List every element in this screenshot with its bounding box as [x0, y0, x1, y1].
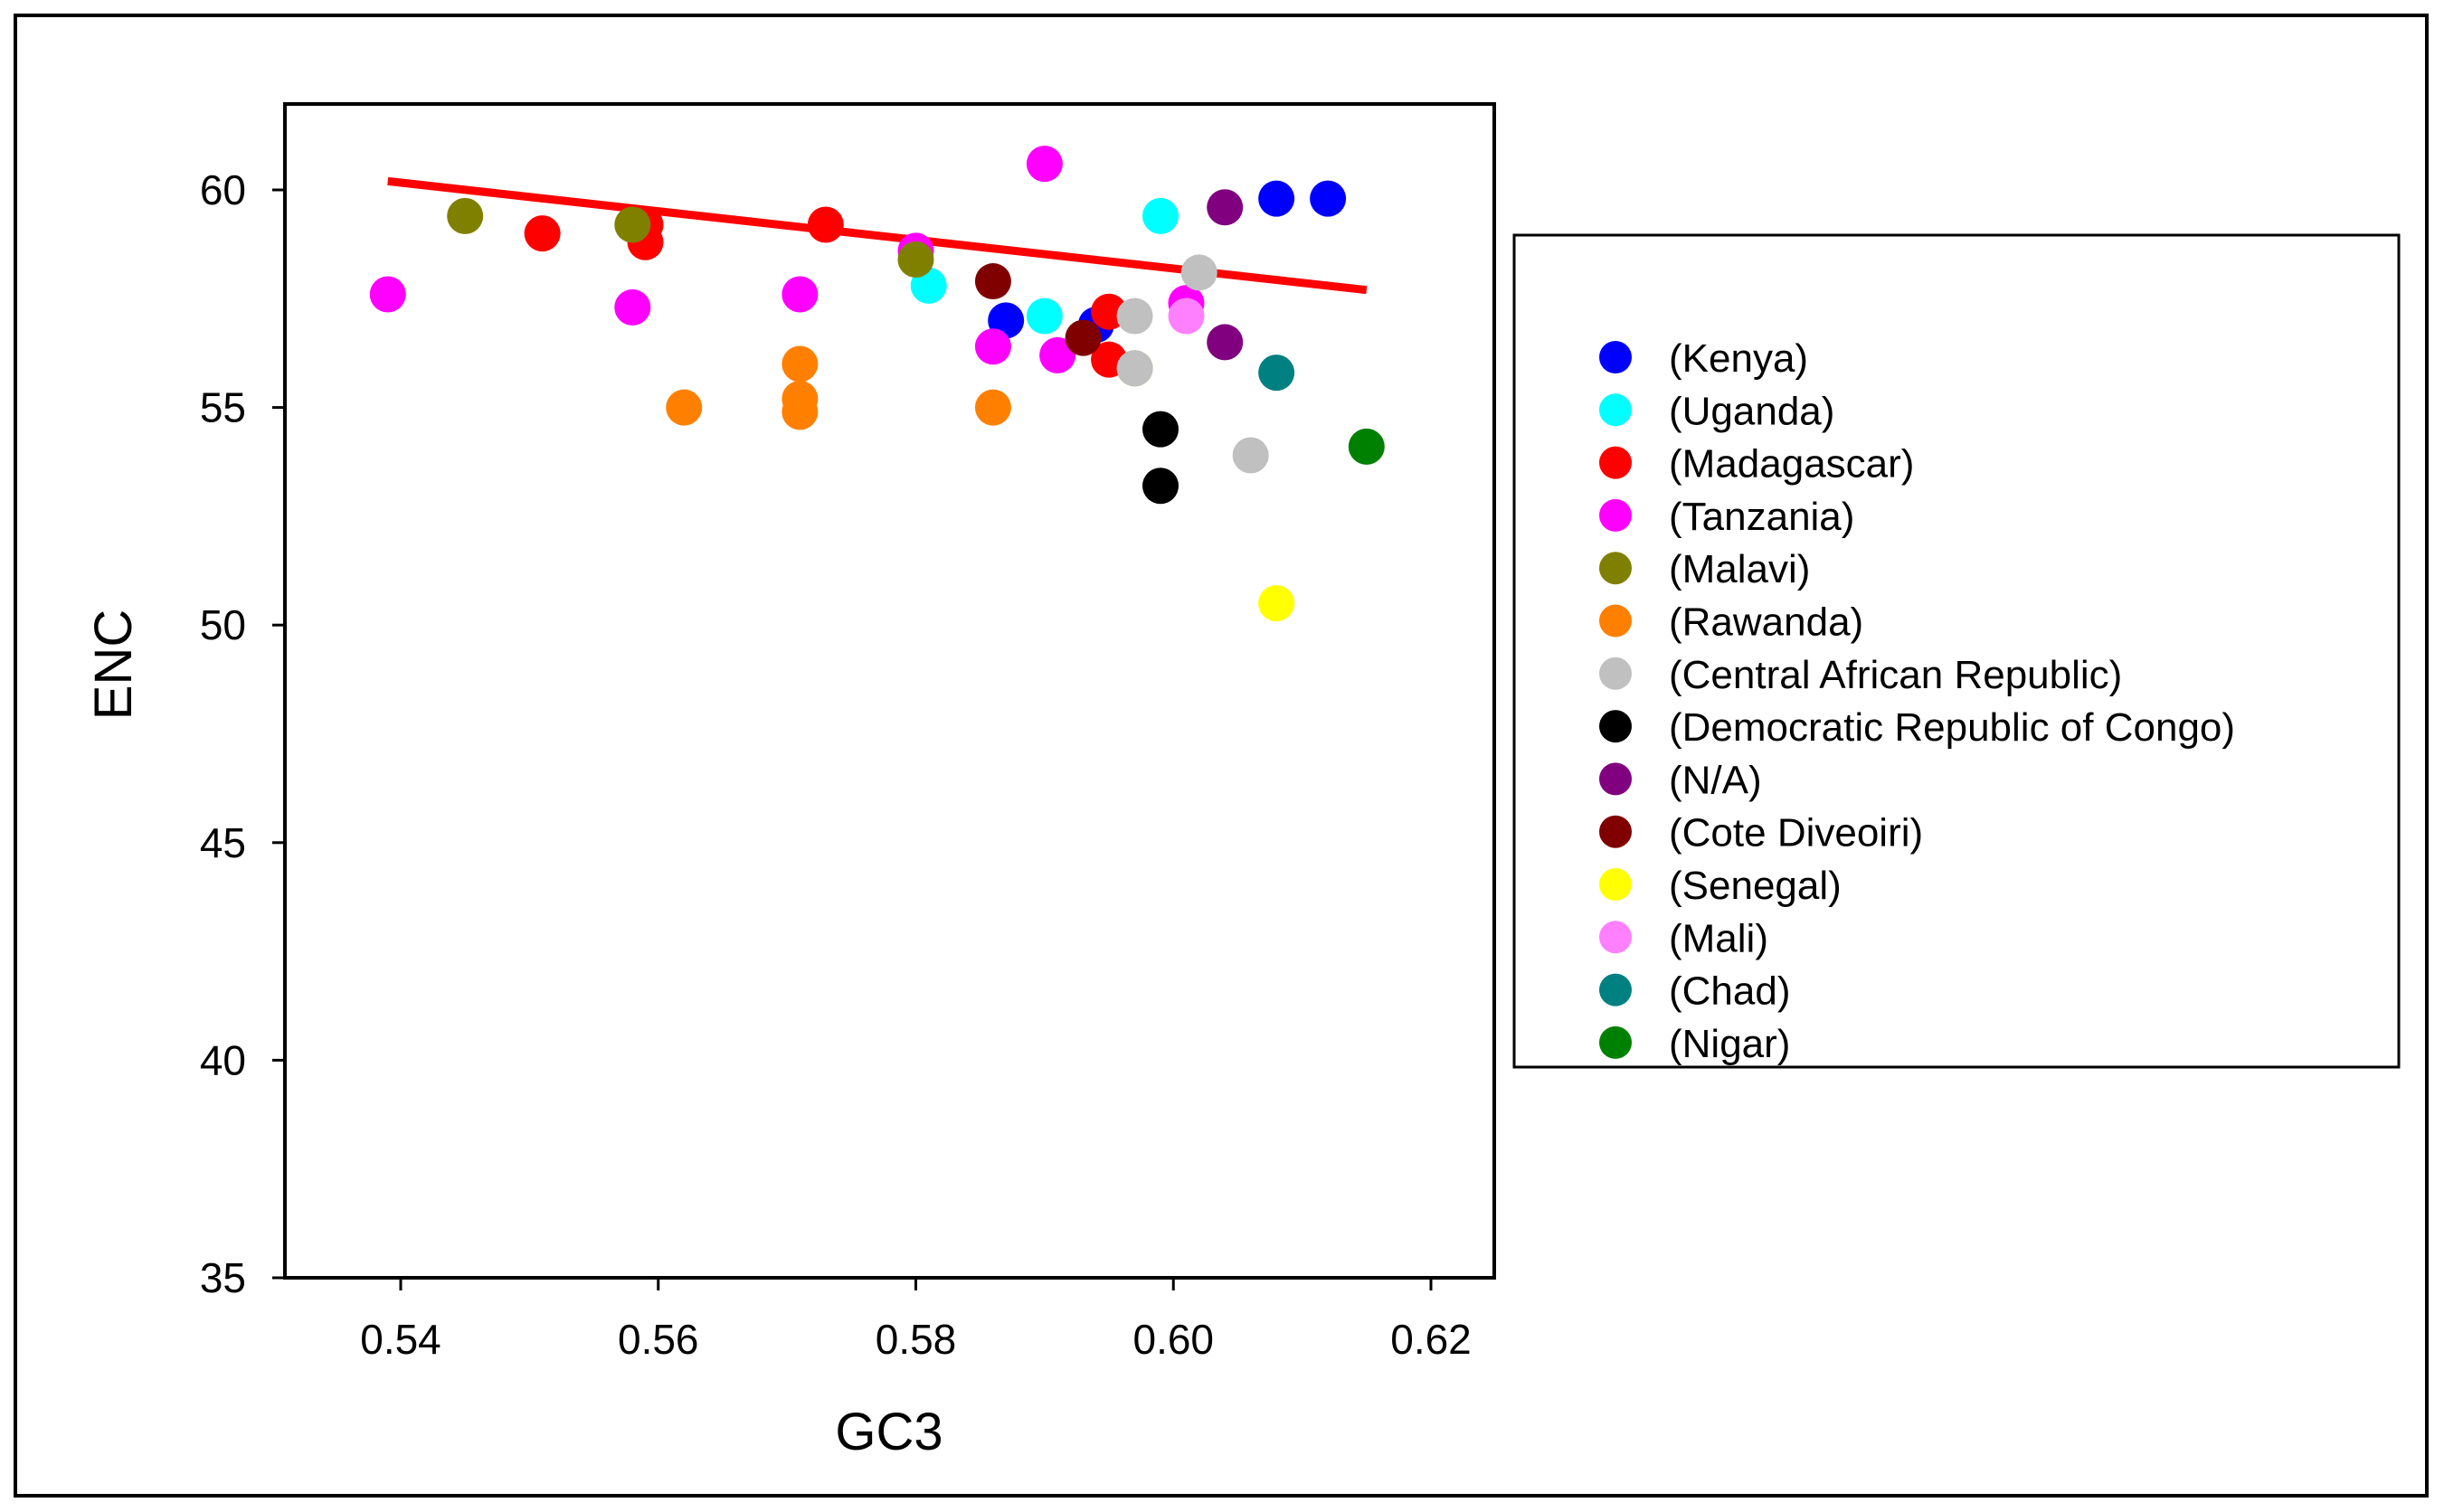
legend-label: (Nigar)	[1669, 1022, 1790, 1066]
legend-label: (Mali)	[1669, 916, 1768, 960]
legend-marker	[1599, 341, 1632, 373]
data-point	[1207, 189, 1244, 226]
legend-marker	[1599, 710, 1632, 743]
legend-marker	[1599, 868, 1632, 901]
data-point	[614, 288, 651, 326]
legend-marker	[1599, 921, 1632, 954]
plot-area	[283, 102, 1496, 1280]
legend-label: (Madagascar)	[1669, 442, 1914, 487]
data-point	[782, 276, 819, 313]
x-tick-label: 0.54	[360, 1316, 441, 1363]
data-point	[1207, 324, 1244, 361]
data-point	[1258, 354, 1295, 392]
y-tick-label: 60	[200, 166, 246, 213]
y-tick-label: 50	[200, 601, 246, 648]
data-point	[447, 197, 484, 234]
legend-marker	[1599, 446, 1632, 479]
legend-label: (Central African Republic)	[1669, 653, 2122, 697]
data-point	[1258, 585, 1295, 622]
data-point	[974, 389, 1011, 426]
data-point	[666, 389, 703, 426]
legend-label: (Uganda)	[1669, 389, 1834, 433]
data-point	[1348, 428, 1385, 465]
data-point	[524, 215, 561, 252]
data-point	[1232, 437, 1269, 474]
legend: (Kenya) (Uganda) (Madagascar) (Tanzania) (Ma…	[1599, 336, 2235, 1066]
legend-label: (N/A)	[1669, 758, 1762, 802]
data-point	[1026, 146, 1063, 183]
legend-marker	[1599, 762, 1632, 796]
data-point	[974, 328, 1011, 365]
legend-label: (Chad)	[1669, 969, 1791, 1014]
data-point	[807, 206, 844, 243]
data-point	[1180, 254, 1217, 291]
x-tick-label: 0.56	[618, 1316, 699, 1363]
data-point	[1026, 298, 1063, 335]
legend-marker	[1599, 815, 1632, 848]
x-axis-label: GC3	[835, 1403, 943, 1461]
legend-label: (Malavi)	[1669, 547, 1810, 591]
y-axis-label: ENC	[84, 610, 143, 720]
legend-marker	[1599, 552, 1632, 585]
data-point	[1065, 319, 1102, 356]
data-point	[1142, 197, 1179, 234]
data-point	[369, 276, 406, 313]
data-point	[1142, 411, 1179, 448]
legend-marker	[1599, 604, 1632, 638]
x-tick-label: 0.62	[1390, 1316, 1472, 1363]
data-point	[1168, 298, 1205, 335]
legend-label: (Democratic Republic of Congo)	[1669, 705, 2235, 750]
legend-label: (Senegal)	[1669, 864, 1842, 908]
data-point	[782, 393, 819, 430]
y-tick-label: 35	[200, 1254, 246, 1301]
legend-label: (Kenya)	[1669, 336, 1808, 381]
data-point	[1142, 468, 1179, 505]
data-point	[974, 263, 1011, 300]
x-tick-label: 0.58	[876, 1316, 957, 1363]
data-point	[1258, 180, 1295, 217]
data-point	[1116, 350, 1153, 387]
data-point	[1039, 336, 1076, 373]
data-point	[1310, 180, 1347, 217]
y-tick-label: 55	[200, 384, 246, 431]
legend-marker	[1599, 498, 1632, 532]
legend-label: (Tanzania)	[1669, 495, 1854, 539]
legend-marker	[1599, 973, 1632, 1006]
legend-marker	[1599, 657, 1632, 690]
y-tick-label: 45	[200, 819, 246, 866]
x-tick-label: 0.60	[1132, 1316, 1214, 1363]
data-point	[897, 241, 934, 278]
legend-box	[1512, 233, 2401, 1069]
legend-label: (Cote Diveoiri)	[1669, 811, 1923, 855]
data-point	[1116, 298, 1153, 335]
data-point	[782, 345, 819, 383]
y-tick-label: 40	[200, 1036, 246, 1083]
data-point	[614, 206, 651, 243]
legend-label: (Rawanda)	[1669, 600, 1863, 645]
legend-marker	[1599, 393, 1632, 427]
legend-marker	[1599, 1025, 1632, 1059]
